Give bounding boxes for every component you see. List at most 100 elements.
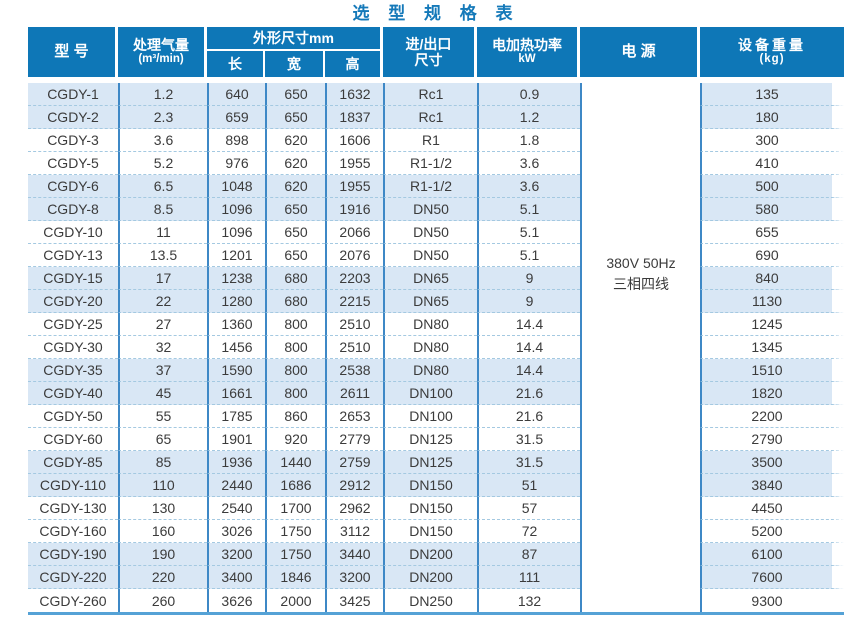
cell-length: 1936 bbox=[207, 451, 265, 474]
cell-height: 2215 bbox=[325, 290, 383, 313]
cell-airflow: 27 bbox=[118, 313, 207, 336]
cell-height: 1916 bbox=[325, 198, 383, 221]
cell-airflow: 32 bbox=[118, 336, 207, 359]
header-port-size: 进/出口 尺寸 bbox=[383, 27, 477, 77]
cell-port: DN80 bbox=[383, 336, 477, 359]
cell-model: CGDY-25 bbox=[28, 313, 118, 336]
header-weight: 设备重量 (kg) bbox=[700, 27, 844, 77]
cell-airflow: 11 bbox=[118, 221, 207, 244]
cell-height: 2912 bbox=[325, 474, 383, 497]
cell-port: DN65 bbox=[383, 267, 477, 290]
cell-height: 3200 bbox=[325, 566, 383, 589]
cell-power: 31.5 bbox=[477, 451, 580, 474]
cell-model: CGDY-40 bbox=[28, 382, 118, 405]
cell-weight: 410 bbox=[700, 152, 844, 175]
cell-port: DN150 bbox=[383, 474, 477, 497]
cell-power: 72 bbox=[477, 520, 580, 543]
cell-power: 9 bbox=[477, 267, 580, 290]
cell-width: 800 bbox=[265, 336, 325, 359]
cell-width: 650 bbox=[265, 198, 325, 221]
cell-weight: 1130 bbox=[700, 290, 844, 313]
cell-port: DN150 bbox=[383, 520, 477, 543]
cell-weight: 1820 bbox=[700, 382, 844, 405]
cell-height: 2066 bbox=[325, 221, 383, 244]
cell-airflow: 2.3 bbox=[118, 106, 207, 129]
cell-power: 1.2 bbox=[477, 106, 580, 129]
power-supply-cell: 380V 50Hz 三相四线 bbox=[580, 83, 700, 612]
cell-weight: 6100 bbox=[700, 543, 844, 566]
header-airflow: 处理气量 (m³/min) bbox=[118, 27, 207, 77]
cell-model: CGDY-1 bbox=[28, 83, 118, 106]
cell-power: 14.4 bbox=[477, 336, 580, 359]
cell-port: DN100 bbox=[383, 382, 477, 405]
cell-weight: 7600 bbox=[700, 566, 844, 589]
cell-model: CGDY-130 bbox=[28, 497, 118, 520]
cell-width: 650 bbox=[265, 106, 325, 129]
cell-height: 2779 bbox=[325, 428, 383, 451]
cell-airflow: 13.5 bbox=[118, 244, 207, 267]
cell-model: CGDY-6 bbox=[28, 175, 118, 198]
cell-height: 2510 bbox=[325, 313, 383, 336]
cell-height: 2611 bbox=[325, 382, 383, 405]
cell-airflow: 22 bbox=[118, 290, 207, 313]
cell-model: CGDY-5 bbox=[28, 152, 118, 175]
cell-port: DN80 bbox=[383, 359, 477, 382]
cell-power: 3.6 bbox=[477, 175, 580, 198]
cell-airflow: 8.5 bbox=[118, 198, 207, 221]
cell-width: 860 bbox=[265, 405, 325, 428]
cell-height: 2962 bbox=[325, 497, 383, 520]
cell-weight: 1245 bbox=[700, 313, 844, 336]
cell-model: CGDY-85 bbox=[28, 451, 118, 474]
cell-model: CGDY-190 bbox=[28, 543, 118, 566]
cell-width: 620 bbox=[265, 129, 325, 152]
cell-weight: 1345 bbox=[700, 336, 844, 359]
cell-power: 14.4 bbox=[477, 359, 580, 382]
cell-airflow: 85 bbox=[118, 451, 207, 474]
cell-airflow: 1.2 bbox=[118, 83, 207, 106]
cell-weight: 300 bbox=[700, 129, 844, 152]
cell-airflow: 260 bbox=[118, 589, 207, 612]
cell-model: CGDY-13 bbox=[28, 244, 118, 267]
cell-length: 1785 bbox=[207, 405, 265, 428]
cell-width: 650 bbox=[265, 244, 325, 267]
cell-length: 640 bbox=[207, 83, 265, 106]
cell-weight: 690 bbox=[700, 244, 844, 267]
cell-length: 3626 bbox=[207, 589, 265, 612]
cell-height: 1837 bbox=[325, 106, 383, 129]
header-power-supply: 电 源 bbox=[580, 27, 700, 77]
cell-width: 800 bbox=[265, 382, 325, 405]
cell-height: 1632 bbox=[325, 83, 383, 106]
cell-height: 2759 bbox=[325, 451, 383, 474]
cell-model: CGDY-10 bbox=[28, 221, 118, 244]
cell-length: 1096 bbox=[207, 198, 265, 221]
cell-height: 3112 bbox=[325, 520, 383, 543]
cell-port: DN50 bbox=[383, 198, 477, 221]
header-dimensions: 外形尺寸mm bbox=[207, 27, 383, 51]
cell-model: CGDY-160 bbox=[28, 520, 118, 543]
cell-width: 800 bbox=[265, 313, 325, 336]
header-length: 长 bbox=[207, 51, 265, 77]
cell-width: 680 bbox=[265, 290, 325, 313]
cell-model: CGDY-30 bbox=[28, 336, 118, 359]
cell-model: CGDY-15 bbox=[28, 267, 118, 290]
cell-length: 2540 bbox=[207, 497, 265, 520]
cell-power: 9 bbox=[477, 290, 580, 313]
cell-weight: 2200 bbox=[700, 405, 844, 428]
cell-airflow: 220 bbox=[118, 566, 207, 589]
cell-port: DN150 bbox=[383, 497, 477, 520]
cell-width: 650 bbox=[265, 83, 325, 106]
cell-length: 3400 bbox=[207, 566, 265, 589]
cell-width: 1750 bbox=[265, 543, 325, 566]
cell-port: Rc1 bbox=[383, 106, 477, 129]
cell-airflow: 3.6 bbox=[118, 129, 207, 152]
header-heating-power: 电加热功率 kW bbox=[477, 27, 580, 77]
cell-port: DN125 bbox=[383, 428, 477, 451]
cell-airflow: 65 bbox=[118, 428, 207, 451]
cell-length: 1590 bbox=[207, 359, 265, 382]
power-supply-line1: 380V 50Hz bbox=[606, 255, 676, 271]
cell-width: 1686 bbox=[265, 474, 325, 497]
cell-airflow: 130 bbox=[118, 497, 207, 520]
cell-weight: 580 bbox=[700, 198, 844, 221]
cell-length: 1280 bbox=[207, 290, 265, 313]
